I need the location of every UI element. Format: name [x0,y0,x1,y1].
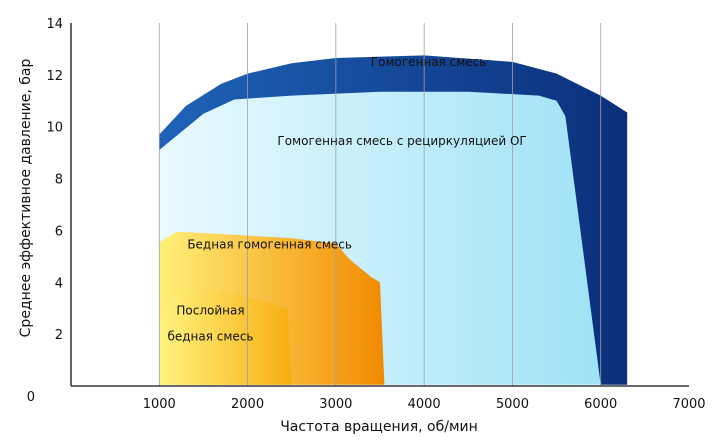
region-label-stratified-line-1: Послойная [176,304,244,318]
x-tick-label: 7000 [672,397,705,412]
y-axis-title: Среднее эффективное давление, бар [18,59,34,338]
y-tick-label: 8 [55,173,63,188]
y-tick-label: 4 [55,276,63,291]
y-tick-label: 0 [27,390,35,405]
y-tick-label: 12 [46,69,63,84]
x-tick-label: 6000 [584,397,617,412]
x-tick-label: 5000 [496,397,529,412]
x-axis-title: Частота вращения, об/мин [280,419,478,435]
y-tick-label: 2 [55,328,63,343]
x-tick-label: 1000 [143,397,176,412]
y-tick-label: 14 [46,17,63,32]
region-stratified [159,288,292,385]
labels-layer: 1000 2000 3000 4000 5000 6000 7000 0 2 4 6 8 10 12 14 Г… [27,17,706,412]
axes-layer [70,23,689,387]
y-tick-label: 6 [55,224,63,239]
x-tick-label: 4000 [408,397,441,412]
grid-layer [158,23,602,386]
region-label-homogeneous: Гомогенная смесь [371,55,487,69]
regions-layer [159,55,628,385]
x-tick-label: 3000 [319,397,352,412]
region-label-lean-homogeneous: Бедная гомогенная смесь [187,238,352,252]
region-label-stratified-line-2: бедная смесь [167,330,253,344]
region-label-homogeneous-egr: Гомогенная смесь с рециркуляцией ОГ [277,134,526,148]
y-tick-label: 10 [46,121,63,136]
x-tick-label: 2000 [231,397,264,412]
